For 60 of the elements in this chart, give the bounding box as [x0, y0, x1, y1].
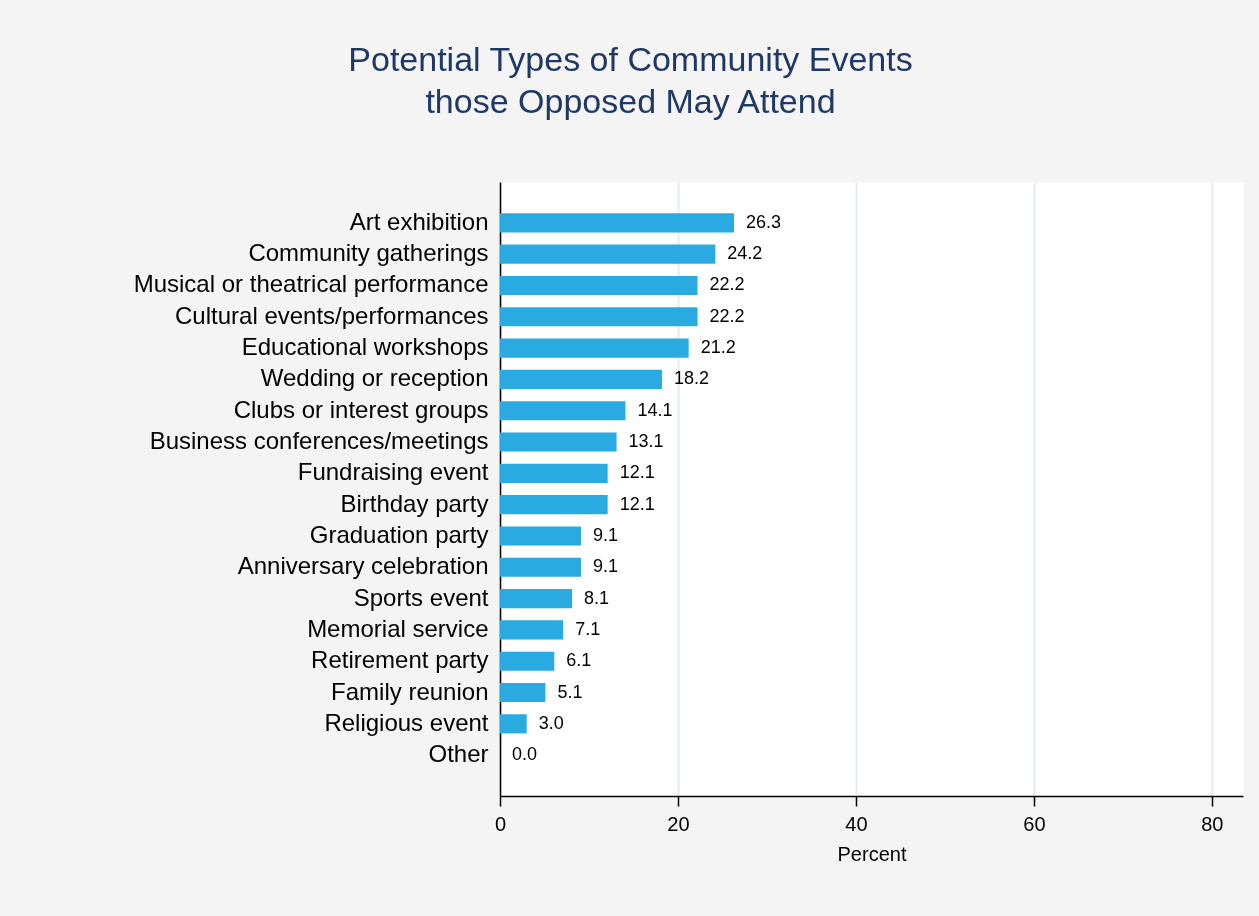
data-label: 7.1	[575, 618, 601, 639]
data-label: 26.3	[746, 211, 782, 232]
y-tick-label: Fundraising event	[297, 458, 489, 486]
data-label: 3.0	[538, 712, 564, 733]
bar	[500, 651, 555, 671]
data-label: 22.2	[709, 274, 745, 295]
bar	[500, 307, 698, 327]
bar	[500, 213, 735, 233]
y-tick-label: Retirement party	[311, 646, 489, 674]
bar	[500, 714, 527, 734]
bar	[500, 338, 689, 358]
data-label: 9.1	[592, 524, 618, 545]
bar	[500, 244, 716, 264]
data-label: 13.1	[628, 431, 664, 452]
y-tick-label: Art exhibition	[349, 207, 489, 235]
bar	[500, 275, 698, 296]
bar	[500, 495, 608, 515]
y-tick-label: Community gatherings	[248, 239, 489, 267]
y-tick-label: Educational workshops	[241, 333, 489, 361]
y-tick-label: Memorial service	[307, 614, 489, 642]
data-label: 9.1	[592, 556, 618, 577]
bar	[500, 557, 581, 577]
data-label: 12.1	[619, 462, 655, 483]
y-tick-label: Family reunion	[331, 677, 489, 705]
data-label: 18.2	[673, 368, 709, 389]
x-tick-label: 40	[845, 812, 868, 835]
data-label: 14.1	[637, 399, 673, 420]
y-tick-label: Musical or theatrical performance	[133, 270, 489, 298]
bar	[500, 620, 564, 640]
x-tick-label: 20	[667, 812, 690, 835]
x-tick-label: 80	[1201, 812, 1224, 835]
y-tick-label: Anniversary celebration	[237, 552, 489, 580]
y-tick-label: Other	[428, 740, 489, 768]
x-tick-label: 0	[494, 812, 507, 835]
data-label: 8.1	[584, 587, 610, 608]
data-label: 0.0	[512, 744, 538, 765]
data-label: 22.2	[709, 305, 745, 326]
x-axis-title: Percent	[837, 842, 907, 865]
y-tick-label: Religious event	[324, 708, 489, 736]
data-label: 21.2	[700, 337, 736, 358]
chart-title: Potential Types of Community Events those Opposed May Attend	[348, 40, 913, 120]
bar	[500, 432, 617, 452]
bar	[500, 463, 608, 483]
y-tick-label: Business conferences/meetings	[149, 427, 489, 455]
bar	[500, 369, 662, 389]
bar	[500, 401, 626, 421]
data-label: 24.2	[727, 243, 763, 264]
data-label: 12.1	[619, 493, 655, 514]
data-label: 6.1	[566, 650, 592, 671]
data-label: 5.1	[557, 681, 583, 702]
bar	[500, 589, 573, 609]
y-tick-label: Cultural events/performances	[175, 301, 489, 329]
bar	[500, 682, 546, 703]
y-tick-label: Wedding or reception	[260, 364, 489, 392]
bar	[500, 526, 581, 546]
y-tick-label: Clubs or interest groups	[233, 395, 489, 423]
y-tick-label: Graduation party	[309, 520, 489, 548]
y-tick-label: Sports event	[353, 583, 489, 611]
x-tick-label: 60	[1023, 812, 1046, 835]
y-tick-label: Birthday party	[340, 489, 489, 517]
